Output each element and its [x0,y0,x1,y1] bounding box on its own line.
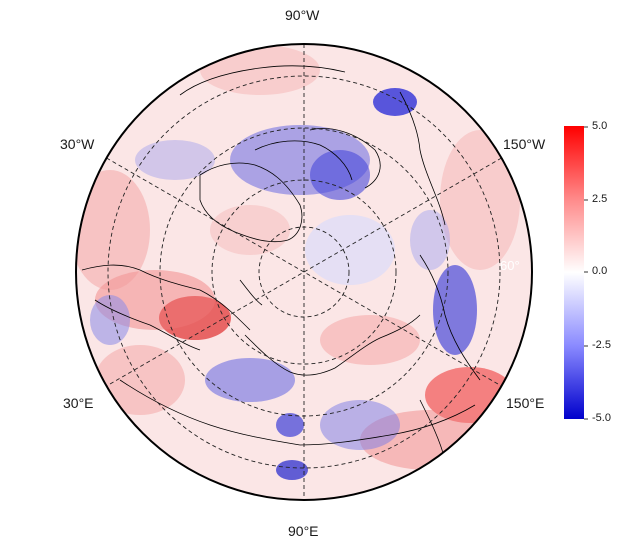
lon-label-150e: 150°E [506,395,545,411]
anomaly-field [76,44,532,500]
lon-label-30w: 30°W [60,136,95,152]
map-boundary [75,43,533,501]
colorbar-tick: 5.0 [592,120,608,132]
colorbar [564,126,584,419]
colorbar-tick: 2.5 [592,193,608,205]
lon-label-30e: 30°E [63,395,94,411]
lat-label-60: 60° [500,258,520,273]
lon-label-90e: 90°E [288,523,319,539]
colorbar-tick: 0.0 [592,265,608,277]
lon-label-150w: 150°W [503,136,546,152]
lon-label-90w: 90°W [285,7,320,23]
colorbar-tick: -2.5 [592,339,611,351]
colorbar-tick: -5.0 [592,412,611,424]
